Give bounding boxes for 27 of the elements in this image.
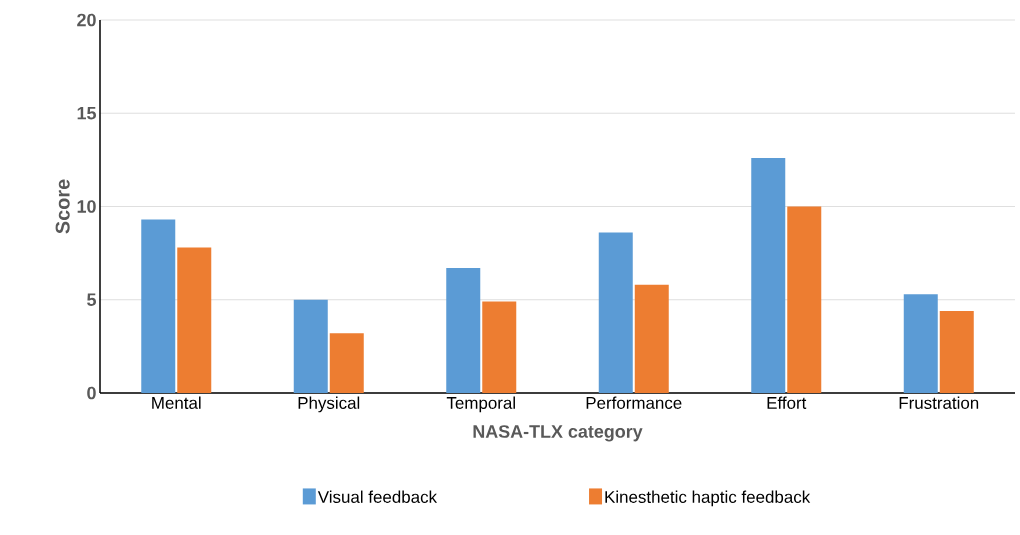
bar <box>329 333 364 393</box>
legend-label: Visual feedback <box>317 490 438 503</box>
x-tick-label: Effort <box>767 396 807 409</box>
y-tick-label: 15 <box>77 106 96 120</box>
x-tick-label: Temporal <box>446 396 515 413</box>
bar <box>177 247 212 393</box>
bar <box>141 219 176 393</box>
legend-label: Kinesthetic haptic feedback <box>605 490 811 507</box>
bar <box>634 284 669 393</box>
x-tick-label: Performance <box>586 396 682 409</box>
bar <box>751 158 786 393</box>
y-axis-title: Score <box>55 179 70 234</box>
bar <box>787 206 822 393</box>
bar <box>446 268 481 393</box>
x-tick-label: Frustration <box>899 396 979 409</box>
x-tick-label: Physical <box>298 396 360 413</box>
bar <box>293 299 328 393</box>
y-tick-label: 5 <box>87 293 96 306</box>
x-axis-title: NASA-TLX category <box>473 425 643 442</box>
y-tick-label: 20 <box>77 13 96 27</box>
x-tick-label: Mental <box>152 396 201 409</box>
bar <box>482 301 517 393</box>
y-tick-label: 10 <box>77 200 96 213</box>
bar <box>903 294 938 393</box>
bar <box>598 232 633 393</box>
y-tick-label: 0 <box>87 386 96 400</box>
bar <box>939 310 974 393</box>
